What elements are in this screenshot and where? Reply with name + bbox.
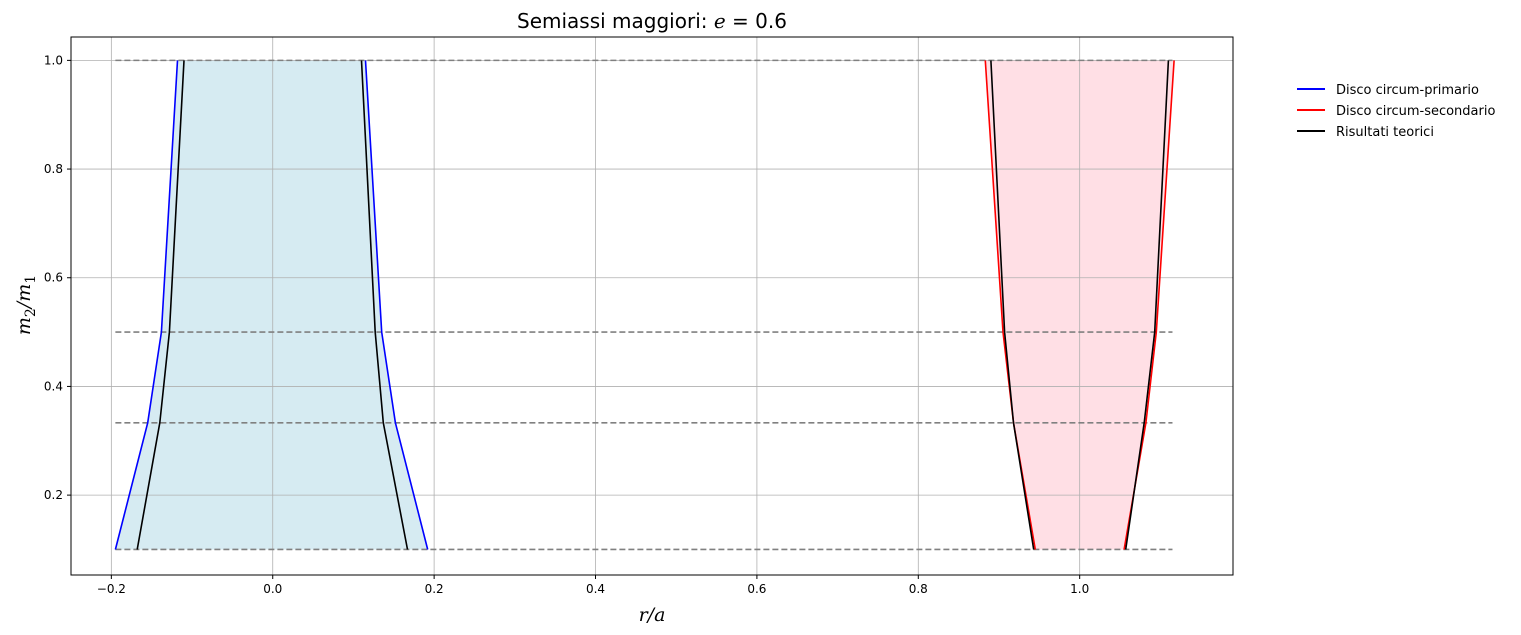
x-tick-label-3: 0.4 (586, 582, 605, 596)
fill-layer (115, 60, 1175, 550)
legend-label-2: Risultati teorici (1336, 125, 1434, 140)
series-2-line-1 (360, 60, 409, 550)
legend: Disco circum-primario Disco circum-second… (1297, 83, 1495, 140)
series-2-line-3 (1124, 60, 1170, 550)
legend-label-0: Disco circum-primario (1336, 83, 1479, 98)
x-tick-label-6: 1.0 (1070, 582, 1089, 596)
x-axis-label: r/a (639, 604, 666, 626)
y-tick-label-1: 0.4 (44, 379, 63, 393)
y-tick-label-4: 1.0 (44, 53, 63, 67)
x-tick-label-1: 0.0 (263, 582, 282, 596)
series-2-line-2 (990, 60, 1035, 550)
series-0-line-1 (364, 60, 429, 550)
series-0-line-0 (114, 60, 179, 550)
x-axis: −0.2 0.0 0.2 0.4 0.6 0.8 1.0 (97, 575, 1089, 596)
x-tick-label-4: 0.6 (747, 582, 766, 596)
y-tick-label-0: 0.2 (44, 488, 63, 502)
chart-title: Semiassi maggiori: e = 0.6 (517, 9, 787, 33)
y-axis: 0.2 0.4 0.6 0.8 1.0 (44, 53, 71, 502)
x-tick-label-2: 0.2 (425, 582, 444, 596)
y-tick-label-3: 0.8 (44, 162, 63, 176)
series-layer (114, 60, 1175, 550)
legend-label-1: Disco circum-secondario (1336, 104, 1495, 119)
series-2-line-0 (136, 60, 185, 550)
y-axis-label: m2/m1 (13, 275, 39, 335)
x-tick-label-0: −0.2 (97, 582, 126, 596)
y-tick-label-2: 0.6 (44, 271, 63, 285)
plot-frame (70, 36, 1234, 576)
reference-lines-layer (115, 59, 1173, 551)
x-tick-label-5: 0.8 (909, 582, 928, 596)
grid-layer (71, 37, 1233, 575)
disk-fill-0 (115, 60, 428, 550)
